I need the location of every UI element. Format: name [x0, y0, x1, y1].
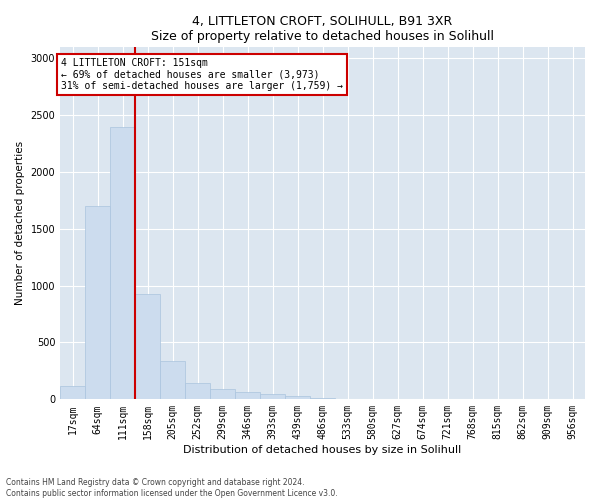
Bar: [210, 389, 235, 400]
Y-axis label: Number of detached properties: Number of detached properties: [15, 141, 25, 305]
Text: Contains HM Land Registry data © Crown copyright and database right 2024.
Contai: Contains HM Land Registry data © Crown c…: [6, 478, 338, 498]
Text: 4 LITTLETON CROFT: 151sqm
← 69% of detached houses are smaller (3,973)
31% of se: 4 LITTLETON CROFT: 151sqm ← 69% of detac…: [61, 58, 343, 90]
Title: 4, LITTLETON CROFT, SOLIHULL, B91 3XR
Size of property relative to detached hous: 4, LITTLETON CROFT, SOLIHULL, B91 3XR Si…: [151, 15, 494, 43]
Bar: [360, 399, 385, 400]
X-axis label: Distribution of detached houses by size in Solihull: Distribution of detached houses by size …: [184, 445, 462, 455]
Bar: [85, 206, 110, 400]
Bar: [60, 386, 85, 400]
Bar: [110, 126, 135, 400]
Bar: [260, 394, 285, 400]
Bar: [185, 383, 210, 400]
Bar: [335, 399, 360, 400]
Bar: [135, 294, 160, 400]
Bar: [235, 392, 260, 400]
Bar: [285, 396, 310, 400]
Bar: [310, 398, 335, 400]
Bar: [160, 360, 185, 400]
